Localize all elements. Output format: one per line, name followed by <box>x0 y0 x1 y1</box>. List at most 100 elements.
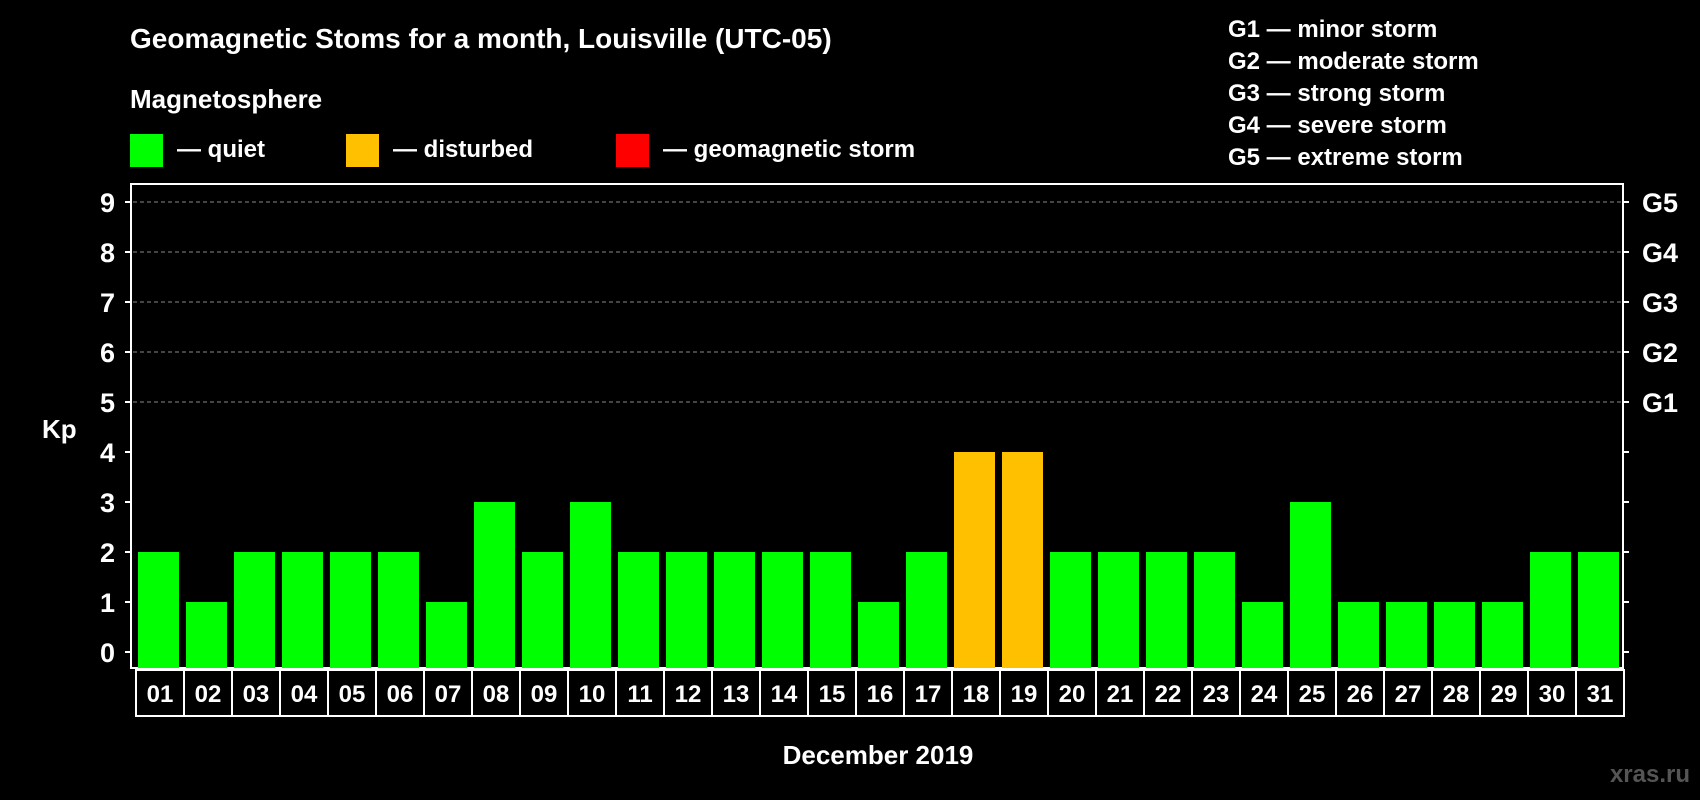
y-tick-label: 8 <box>100 238 115 268</box>
day-label: 17 <box>915 681 942 708</box>
storm-level-label: G4 <box>1642 238 1678 268</box>
bar-day-21 <box>1098 552 1139 668</box>
storm-scale-g2: G2 — moderate storm <box>1228 48 1479 75</box>
day-label: 24 <box>1251 681 1278 708</box>
day-label: 15 <box>819 681 846 708</box>
y-tick-label: 0 <box>100 638 115 668</box>
day-label: 29 <box>1491 681 1518 708</box>
legend-swatch-quiet <box>130 134 163 167</box>
day-label: 25 <box>1299 681 1326 708</box>
legend-swatch-storm <box>616 134 649 167</box>
day-label: 21 <box>1107 681 1134 708</box>
bar-day-08 <box>474 502 515 668</box>
storm-axis: G1 G2 G3 G4 G5 <box>1623 188 1678 653</box>
day-label: 04 <box>291 681 318 708</box>
day-label: 08 <box>483 681 510 708</box>
bar-day-18 <box>954 452 995 668</box>
day-label: 28 <box>1443 681 1470 708</box>
bar-day-25 <box>1290 502 1331 668</box>
day-label: 16 <box>867 681 894 708</box>
day-label: 18 <box>963 681 990 708</box>
storm-level-label: G3 <box>1642 288 1678 318</box>
bar-day-31 <box>1578 552 1619 668</box>
bar-day-20 <box>1050 552 1091 668</box>
legend-heading: Magnetosphere <box>130 84 322 114</box>
y-tick-label: 6 <box>100 338 115 368</box>
storm-scale-g4: G4 — severe storm <box>1228 112 1447 139</box>
bar-day-16 <box>858 602 899 668</box>
day-label: 19 <box>1011 681 1038 708</box>
bar-day-13 <box>714 552 755 668</box>
grid-lines <box>133 201 1621 403</box>
storm-scale-g3: G3 — strong storm <box>1228 80 1445 107</box>
day-label: 27 <box>1395 681 1422 708</box>
bar-day-09 <box>522 552 563 668</box>
bar-day-26 <box>1338 602 1379 668</box>
y-tick-label: 4 <box>100 438 115 468</box>
y-tick-label: 1 <box>100 588 115 618</box>
day-label: 13 <box>723 681 750 708</box>
day-label: 23 <box>1203 681 1230 708</box>
bar-day-02 <box>186 602 227 668</box>
day-label: 22 <box>1155 681 1182 708</box>
day-label: 05 <box>339 681 366 708</box>
legend-label-disturbed: — disturbed <box>393 136 533 163</box>
bar-day-24 <box>1242 602 1283 668</box>
bar-day-11 <box>618 552 659 668</box>
legend: — quiet — disturbed — geomagnetic storm <box>130 134 915 167</box>
day-label: 06 <box>387 681 414 708</box>
storm-scale-g5: G5 — extreme storm <box>1228 144 1463 171</box>
bar-day-05 <box>330 552 371 668</box>
day-label: 30 <box>1539 681 1566 708</box>
bar-day-17 <box>906 552 947 668</box>
day-label: 02 <box>195 681 222 708</box>
day-label: 07 <box>435 681 462 708</box>
bar-day-28 <box>1434 602 1475 668</box>
bar-day-19 <box>1002 452 1043 668</box>
y-tick-label: 7 <box>100 288 115 318</box>
legend-label-storm: — geomagnetic storm <box>663 136 915 163</box>
y-tick-label: 5 <box>100 388 115 418</box>
day-label: 26 <box>1347 681 1374 708</box>
x-axis: 01 02 03 04 05 06 07 08 09 10 11 12 13 14 15 16 17 18 19 20… <box>135 669 1625 717</box>
day-label: 10 <box>579 681 606 708</box>
day-label-box <box>135 669 1625 717</box>
bar-day-04 <box>282 552 323 668</box>
storm-scale-g1: G1 — minor storm <box>1228 16 1437 43</box>
bar-day-23 <box>1194 552 1235 668</box>
bar-day-07 <box>426 602 467 668</box>
bar-day-30 <box>1530 552 1571 668</box>
y-axis: 0 1 2 3 4 5 6 7 8 9 <box>100 188 131 668</box>
bar-day-27 <box>1386 602 1427 668</box>
day-label: 09 <box>531 681 558 708</box>
storm-scale-legend: G1 — minor storm G2 — moderate storm G3 … <box>1228 16 1479 171</box>
day-label: 14 <box>771 681 798 708</box>
y-tick-label: 9 <box>100 188 115 218</box>
bar-day-22 <box>1146 552 1187 668</box>
bar-day-10 <box>570 502 611 668</box>
day-label: 01 <box>147 681 174 708</box>
bar-day-06 <box>378 552 419 668</box>
bar-day-12 <box>666 552 707 668</box>
bars <box>138 452 1619 668</box>
storm-level-label: G1 <box>1642 388 1678 418</box>
bar-day-14 <box>762 552 803 668</box>
x-axis-label: December 2019 <box>783 740 974 770</box>
bar-day-15 <box>810 552 851 668</box>
day-label: 11 <box>627 681 652 708</box>
bar-day-03 <box>234 552 275 668</box>
chart-title: Geomagnetic Stoms for a month, Louisvill… <box>130 23 832 54</box>
y-tick-label: 2 <box>100 538 115 568</box>
y-tick-label: 3 <box>100 488 115 518</box>
day-label: 12 <box>675 681 702 708</box>
legend-label-quiet: — quiet <box>177 136 265 163</box>
day-label: 31 <box>1587 681 1614 708</box>
storm-level-label: G5 <box>1642 188 1678 218</box>
bar-day-29 <box>1482 602 1523 668</box>
day-label: 03 <box>243 681 270 708</box>
legend-swatch-disturbed <box>346 134 379 167</box>
watermark: xras.ru <box>1610 761 1690 788</box>
bar-day-01 <box>138 552 179 668</box>
storm-level-label: G2 <box>1642 338 1678 368</box>
